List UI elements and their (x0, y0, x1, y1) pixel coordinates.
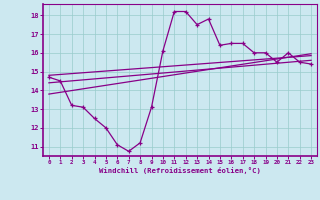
X-axis label: Windchill (Refroidissement éolien,°C): Windchill (Refroidissement éolien,°C) (99, 167, 261, 174)
